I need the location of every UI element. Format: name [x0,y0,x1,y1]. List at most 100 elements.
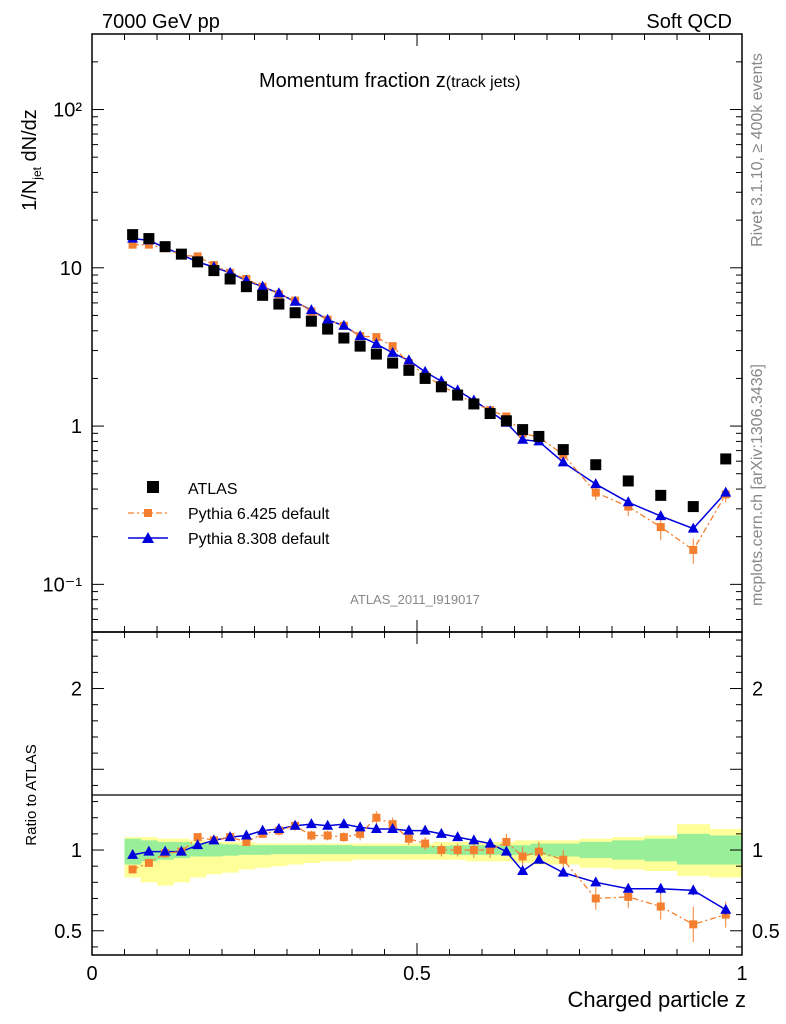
pythia8-point [517,433,529,444]
main-title: Momentum fraction z(track jets) [259,70,520,92]
pythia8-point [257,280,269,291]
ratio-band-green [205,843,223,857]
ratio-pythia8-point [257,824,269,835]
atlas-point [720,453,732,465]
atlas-point [257,289,269,301]
ratio-ytick-label-right: 0.5 [752,921,780,943]
atlas-point [590,459,602,471]
atlas-point [533,430,545,442]
ratio-pythia8-point [435,827,447,838]
ratio-band-green [270,845,288,855]
ratio-pythia6-point [372,813,381,822]
main-ylabel-post: dN/dz [19,109,41,167]
ratio-pythia8-point [468,834,480,845]
atlas-point [273,298,285,310]
pythia8-point [622,496,634,507]
ratio-pythia8-point [354,821,366,832]
ratio-pythia8-point [224,831,236,842]
pythia6-point [144,240,153,249]
main-ytick-label: 10 [60,258,82,280]
ratio-pythia6-point [323,831,332,840]
atlas-point [354,340,366,352]
main-ytick-label: 1 [71,416,82,438]
ratio-pythia6-point [689,920,698,929]
ratio-pythia6-point [144,858,153,867]
ratio-pythia8-point [655,882,667,893]
ratio-pythia8-point [517,865,529,876]
ratio-ytick-label-right: 2 [752,679,763,701]
ratio-pythia8-point [175,845,187,856]
ratio-pythia8-point [338,818,350,829]
ratio-panel-frame [91,631,743,956]
atlas-point [468,398,480,410]
ratio-pythia6-point [453,846,462,855]
ratio-pythia8-point [622,882,634,893]
pythia8-point [370,338,382,349]
pythia6-point [689,545,698,554]
ratio-band-green [287,845,304,855]
pythia6-point [656,523,665,532]
ratio-pythia6-point [339,833,348,842]
ratio-pythia6-point [437,846,446,855]
ratio-band-green [400,845,418,855]
ratio-band-green [579,841,613,859]
main-panel: 10⁻¹ 1 10 10² Momentum fraction z(track jet… [19,33,743,633]
ratio-band-green [352,845,369,855]
pythia8-point [557,456,569,467]
pythia6-point [372,333,381,342]
atlas-point [687,501,699,513]
ratio-pythia6-point [356,829,365,838]
atlas-point [452,389,464,401]
atlas-point [484,408,496,420]
pythia6-line [132,244,727,551]
ratio-ytick-label-right: 1 [752,840,763,862]
ratio-ylabel: Ratio to ATLAS [23,744,40,845]
ratio-pythia8-point [305,818,317,829]
header-left: 7000 GeV pp [102,11,220,33]
pythia8-point [354,330,366,341]
x-axis-label: Charged particle z [567,987,746,1012]
pythia8-point [687,522,699,533]
ratio-pythia6-point [469,846,478,855]
ratio-pythia8-point [452,831,464,842]
ratio-band-green [644,838,678,862]
pythia8-point [338,319,350,330]
atlas-point [500,415,512,427]
atlas-point [159,241,171,253]
header-right: Soft QCD [646,11,732,33]
ratio-pythia8-point [484,837,496,848]
ratio-ytick-label: 2 [71,679,82,701]
ratio-ytick-label: 0.5 [54,921,82,943]
legend-atlas-label: ATLAS [188,481,238,498]
main-title-var: z [436,70,446,92]
ratio-pythia6-point [502,837,511,846]
legend: ATLAS Pythia 6.425 default Pythia 8.308 … [128,481,330,548]
ratio-pythia8-point [387,823,399,834]
atlas-point [322,323,334,335]
mcplots-label: mcplots.cern.ch [arXiv:1306.3436] [749,364,766,606]
ratio-band-green [612,840,645,860]
x-tick-label: 0 [86,963,97,985]
main-title-sub: (track jets) [446,74,521,91]
ratio-band-green [319,845,337,855]
rivet-version-label: Rivet 3.1.10, ≥ 400k events [749,53,766,247]
atlas-point [175,248,187,260]
legend-pythia6-marker [144,509,152,517]
x-tick-label: 0.5 [403,963,431,985]
atlas-point [403,364,415,376]
ratio-pythia6-point [486,846,495,855]
ratio-pythia6-point [534,847,543,856]
ratio-pythia6-point [128,865,137,874]
pythia8-point [322,313,334,324]
pythia8-point [720,486,732,497]
atlas-point [370,348,382,360]
ratio-pythia8-point [533,853,545,864]
ratio-pythia6-point [559,855,568,864]
ratio-pythia8-point [273,823,285,834]
atlas-point [517,424,529,436]
legend-pythia6-label: Pythia 6.425 default [188,506,330,523]
ratio-pythia8-point [322,819,334,830]
pythia6-point [388,342,397,351]
atlas-point [224,273,236,285]
pythia6-point [624,502,633,511]
